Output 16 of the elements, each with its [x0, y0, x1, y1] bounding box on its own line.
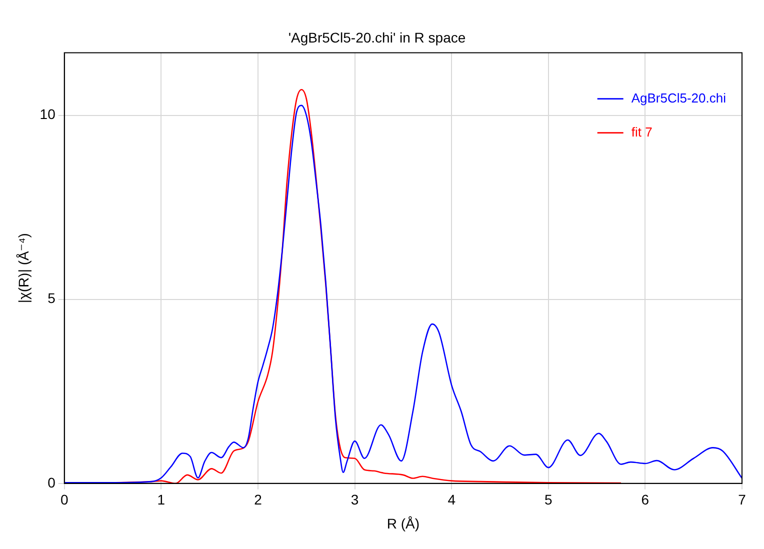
x-tick-label: 6 [641, 492, 650, 508]
x-tick-label: 0 [60, 492, 68, 508]
legend-label: AgBr5Cl5-20.chi [631, 90, 726, 106]
legend-label: fit 7 [631, 124, 652, 140]
x-tick-label: 7 [738, 492, 746, 508]
chart-title: 'AgBr5Cl5-20.chi' in R space [288, 29, 466, 46]
x-axis-title: R (Å) [386, 515, 420, 532]
y-tick-label: 5 [48, 290, 56, 306]
x-tick-label: 2 [254, 492, 262, 508]
y-axis-title: |χ(R)| (Å⁻⁴) [15, 233, 32, 304]
y-tick-label: 10 [40, 106, 56, 122]
x-tick-label: 1 [157, 492, 166, 508]
x-tick-label: 3 [350, 492, 359, 508]
x-tick-label: 5 [544, 492, 552, 508]
x-tick-label: 4 [448, 492, 456, 508]
y-tick-label: 0 [48, 474, 56, 490]
